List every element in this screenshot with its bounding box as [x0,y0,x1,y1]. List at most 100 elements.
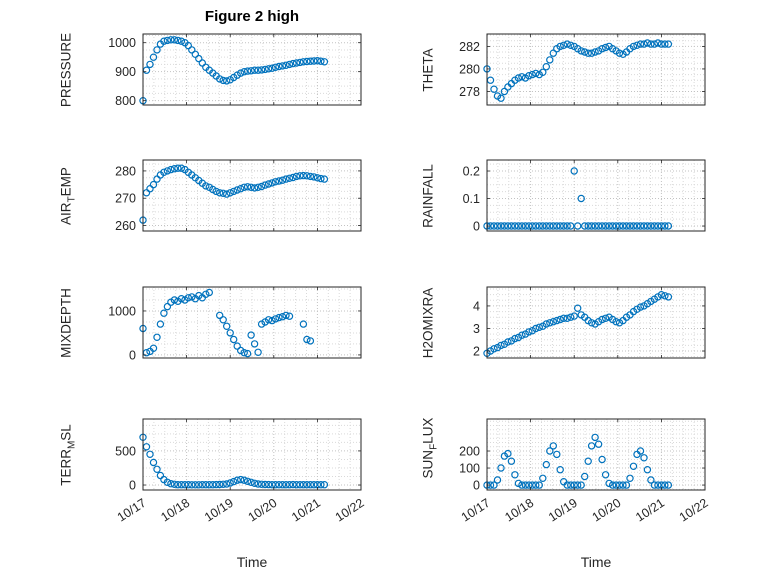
major-grid [486,34,706,105]
ytick-label: 3 [473,322,480,336]
ylabel-pressure-text: PRESSURE [58,32,74,107]
ytick-label: 2 [473,345,480,359]
tick-marks [142,287,362,358]
ylabel-mixdepth: MIXDEPTH [59,288,78,358]
xtick-label: 10/20 [246,496,280,525]
figure-title: Figure 2 high [204,8,300,25]
ylabel-terrmsl: TERRMSL [59,424,78,486]
ylabel-airtemp-text: AIR [58,201,74,225]
xtick-label: 10/19 [202,496,236,525]
ytick-labels: 2 3 4 [473,299,480,358]
xtick-label: 10/22 [677,496,711,525]
axes-box [486,286,706,359]
ytick-label: 900 [115,65,136,79]
ytick-labels: 278 280 282 [459,40,480,99]
xtick-label: 10/21 [289,496,323,525]
plot-area [487,419,705,490]
scatter-points-airtemp [139,164,329,224]
axes-box [142,33,362,106]
minor-grid [487,287,705,358]
axes-box [486,33,706,106]
ytick-label: 0 [473,479,480,493]
subplot-pressure: 800 900 1000 [108,33,362,108]
subplot-h2omixra: 2 3 4 [473,286,706,359]
plot-area [143,419,361,490]
xlabel-time-right: Time [580,554,612,570]
tick-marks [486,160,706,231]
ytick-label: 200 [459,445,480,459]
xtick-label: 10/21 [633,496,667,525]
tick-marks [142,160,362,231]
ytick-labels: 260 270 280 [115,164,136,233]
ytick-label: 1000 [108,304,136,318]
ytick-label: 1000 [108,36,136,50]
ylabel-terrmsl-sub: M [66,440,78,449]
ytick-label: 0 [129,348,136,362]
ytick-label: 0 [129,479,136,493]
ytick-label: 4 [473,299,480,313]
subplot-theta: 278 280 282 [459,33,706,106]
ytick-labels: 0 100 200 [459,445,480,493]
axes-box [486,418,706,491]
subplot-terrmsl: 0 500 10/17 10/18 10/19 10/20 10/21 10/22 [115,418,367,525]
ytick-label: 278 [459,85,480,99]
ytick-labels: 0 0.1 0.2 [463,165,480,234]
xlabel-time-left: Time [236,554,268,570]
major-grid [486,419,706,490]
ytick-labels: 800 900 1000 [108,36,136,108]
scatter-points-rainfall [483,167,673,230]
xtick-label: 10/17 [459,496,493,525]
ytick-labels: 0 500 [115,444,136,492]
ytick-label: 0 [473,220,480,234]
ytick-label: 800 [115,94,136,108]
ylabel-airtemp: AIRTEMP [59,167,78,225]
minor-grid [487,419,705,490]
ylabel-airtemp-post: EMP [58,166,74,196]
ylabel-mixdepth-text: MIXDEPTH [58,287,74,358]
tick-marks [486,419,706,490]
ylabel-airtemp-sub: T [66,195,78,202]
ytick-label: 280 [459,62,480,76]
tick-marks [142,34,362,105]
axes-box [486,159,706,232]
ytick-labels: 0 1000 [108,304,136,362]
subplot-sunflux: 0 100 200 10/17 10/18 10/19 10/20 10/21 10/22 [459,418,711,525]
xtick-label: 10/18 [158,496,192,525]
ytick-label: 282 [459,40,480,54]
axes-box [142,286,362,359]
ylabel-pressure: PRESSURE [59,32,78,106]
tick-marks [142,419,362,490]
plot-area [487,34,705,105]
ylabel-terrmsl-post: SL [58,423,74,441]
scatter-points-pressure [139,36,329,105]
minor-grid [487,160,705,231]
major-grid [486,287,706,358]
ytick-label: 500 [115,444,136,458]
tick-marks [486,287,706,358]
scatter-points-terrmsl [139,433,329,489]
xtick-labels: 10/17 10/18 10/19 10/20 10/21 10/22 [459,496,711,525]
ylabel-terrmsl-text: TERR [58,448,74,486]
xtick-label: 10/18 [502,496,536,525]
ytick-label: 0.1 [463,192,480,206]
minor-grid [143,34,361,105]
ytick-label: 260 [115,219,136,233]
subplot-rainfall: 0 0.1 0.2 [463,159,706,234]
xtick-label: 10/19 [546,496,580,525]
ytick-label: 280 [115,164,136,178]
xtick-label: 10/22 [333,496,367,525]
minor-grid [143,419,361,490]
tick-marks [486,34,706,105]
ytick-label: 100 [459,462,480,476]
xtick-label: 10/17 [115,496,149,525]
scatter-points-h2omixra [483,291,673,358]
subplot-airtemp: 260 270 280 [115,159,362,233]
scatter-points-theta [483,39,673,102]
ytick-label: 0.2 [463,165,480,179]
major-grid [142,287,362,358]
xtick-labels: 10/17 10/18 10/19 10/20 10/21 10/22 [115,496,367,525]
xtick-label: 10/20 [590,496,624,525]
ytick-label: 270 [115,192,136,206]
subplot-mixdepth: 0 1000 [108,286,362,362]
